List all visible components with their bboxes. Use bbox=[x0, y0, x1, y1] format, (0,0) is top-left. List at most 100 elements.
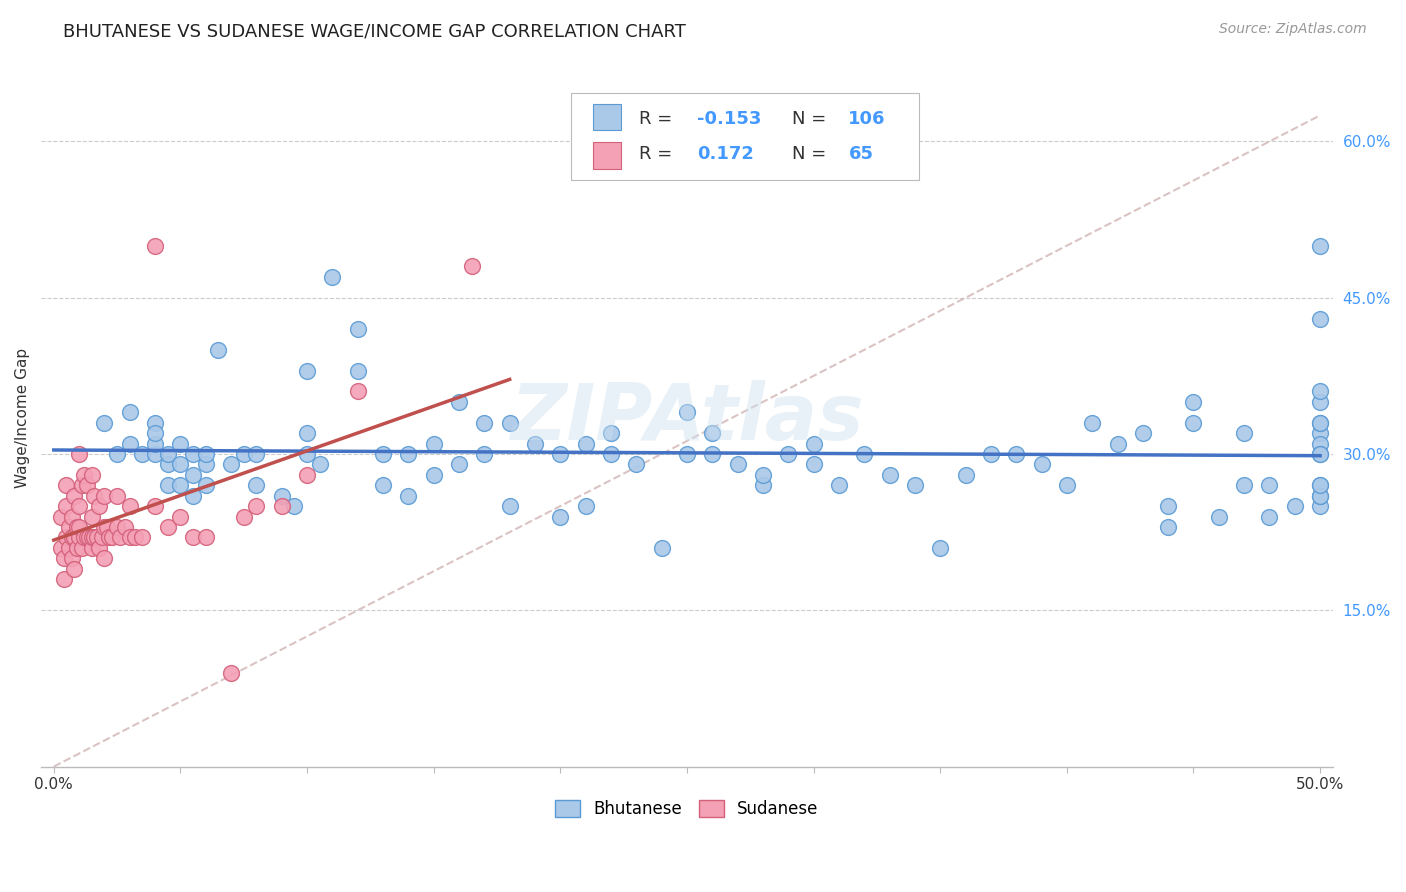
Point bbox=[1309, 489, 1331, 503]
Point bbox=[55, 530, 77, 544]
Point bbox=[169, 509, 191, 524]
Point bbox=[1309, 426, 1331, 441]
Text: -0.153: -0.153 bbox=[697, 110, 762, 128]
Point bbox=[55, 478, 77, 492]
Point bbox=[651, 541, 673, 555]
Point bbox=[51, 509, 73, 524]
Point bbox=[853, 447, 876, 461]
Point bbox=[1233, 426, 1256, 441]
Point bbox=[83, 530, 105, 544]
Point bbox=[472, 416, 495, 430]
Point bbox=[143, 436, 166, 450]
Y-axis label: Wage/Income Gap: Wage/Income Gap bbox=[15, 348, 30, 488]
Point bbox=[83, 489, 105, 503]
Point bbox=[207, 343, 229, 357]
Point bbox=[156, 458, 179, 472]
Point bbox=[105, 520, 128, 534]
Point bbox=[105, 447, 128, 461]
Point bbox=[118, 499, 141, 513]
Point bbox=[1309, 489, 1331, 503]
Point bbox=[524, 436, 547, 450]
Point bbox=[114, 520, 136, 534]
Point bbox=[1157, 499, 1180, 513]
Point bbox=[156, 520, 179, 534]
Point bbox=[86, 530, 108, 544]
Point bbox=[63, 561, 86, 575]
Point bbox=[118, 405, 141, 419]
Point bbox=[752, 478, 775, 492]
Text: 0.172: 0.172 bbox=[697, 145, 754, 163]
Point bbox=[76, 530, 98, 544]
Point bbox=[422, 436, 444, 450]
Point bbox=[67, 520, 90, 534]
Point bbox=[156, 447, 179, 461]
Point bbox=[58, 520, 80, 534]
Point bbox=[90, 530, 112, 544]
Point bbox=[169, 436, 191, 450]
Point bbox=[65, 541, 87, 555]
Point bbox=[219, 458, 242, 472]
Point bbox=[1309, 447, 1331, 461]
Point bbox=[60, 551, 83, 566]
Text: N =: N = bbox=[792, 110, 831, 128]
Point bbox=[1258, 509, 1281, 524]
Point bbox=[219, 665, 242, 680]
FancyBboxPatch shape bbox=[593, 103, 621, 130]
Point bbox=[63, 489, 86, 503]
Point bbox=[105, 489, 128, 503]
Point bbox=[1309, 238, 1331, 252]
Point bbox=[600, 426, 623, 441]
Text: N =: N = bbox=[792, 145, 831, 163]
Point bbox=[80, 530, 103, 544]
Point bbox=[58, 541, 80, 555]
Point bbox=[63, 530, 86, 544]
Point bbox=[194, 447, 217, 461]
Point bbox=[1309, 447, 1331, 461]
Point bbox=[131, 447, 153, 461]
Point bbox=[80, 509, 103, 524]
Point bbox=[1258, 478, 1281, 492]
Point bbox=[232, 447, 254, 461]
Point bbox=[1056, 478, 1078, 492]
Point bbox=[1309, 384, 1331, 399]
Text: R =: R = bbox=[640, 110, 678, 128]
Point bbox=[702, 447, 724, 461]
Point bbox=[1005, 447, 1028, 461]
Point bbox=[73, 530, 96, 544]
Point bbox=[1182, 395, 1205, 409]
Point bbox=[181, 447, 204, 461]
Point bbox=[80, 541, 103, 555]
Point bbox=[80, 467, 103, 482]
Point bbox=[93, 520, 115, 534]
Text: 65: 65 bbox=[848, 145, 873, 163]
Point bbox=[194, 530, 217, 544]
Point bbox=[181, 489, 204, 503]
Point bbox=[879, 467, 901, 482]
Point bbox=[118, 530, 141, 544]
Point bbox=[295, 364, 318, 378]
Point bbox=[65, 520, 87, 534]
Point bbox=[270, 489, 292, 503]
Point bbox=[600, 447, 623, 461]
Point bbox=[194, 458, 217, 472]
Point bbox=[447, 395, 470, 409]
Point bbox=[447, 458, 470, 472]
Point bbox=[929, 541, 952, 555]
Point bbox=[396, 489, 419, 503]
Point bbox=[67, 499, 90, 513]
Point bbox=[1132, 426, 1154, 441]
Point bbox=[295, 426, 318, 441]
Point bbox=[626, 458, 648, 472]
Point bbox=[101, 530, 124, 544]
Point bbox=[52, 572, 75, 586]
Text: Source: ZipAtlas.com: Source: ZipAtlas.com bbox=[1219, 22, 1367, 37]
Point bbox=[93, 551, 115, 566]
Point bbox=[60, 509, 83, 524]
Point bbox=[308, 458, 330, 472]
Point bbox=[778, 447, 800, 461]
Point bbox=[60, 530, 83, 544]
Point bbox=[1309, 478, 1331, 492]
FancyBboxPatch shape bbox=[571, 93, 920, 180]
Point bbox=[422, 467, 444, 482]
Point bbox=[980, 447, 1002, 461]
